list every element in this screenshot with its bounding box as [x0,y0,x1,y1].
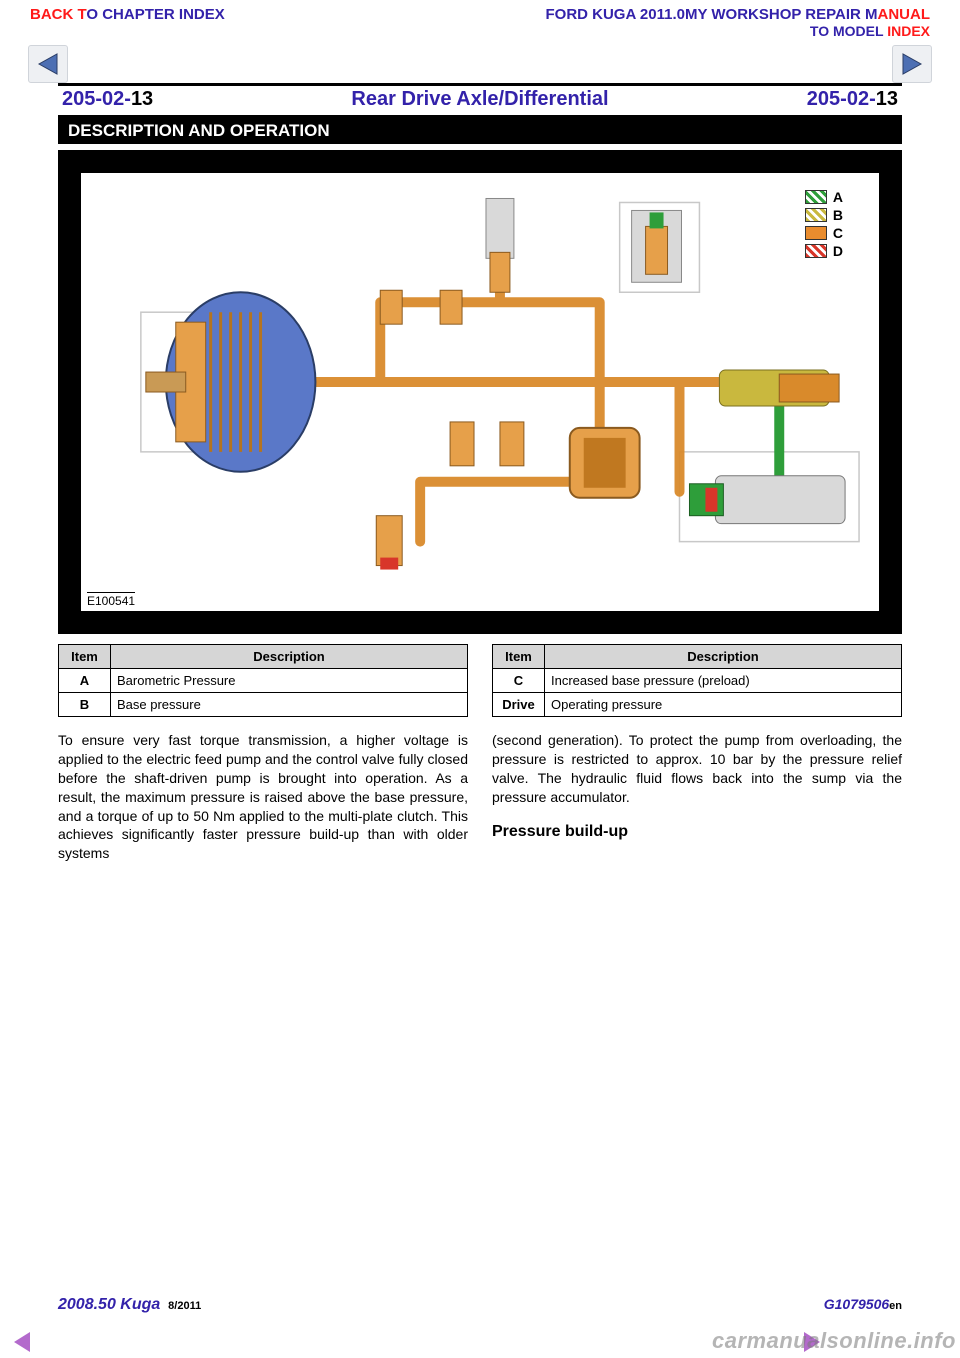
two-column-area: Item Description A Barometric Pressure B… [58,644,902,863]
manual-title-link[interactable]: FORD KUGA 2011.0MY WORKSHOP REPAIR MANUA… [545,6,930,23]
legend-row-c: C [805,225,843,241]
legend-swatch-b [805,208,827,222]
legend-table-right: Item Description C Increased base pressu… [492,644,902,717]
table-header-desc: Description [111,645,468,669]
legend-label-a: A [833,189,843,205]
footer-docid: G1079506en [824,1296,902,1314]
figure-legend: A B C D [805,189,843,261]
legend-swatch-c [805,226,827,240]
legend-label-d: D [833,243,843,259]
page-number-right: 205-02-13 [807,88,898,111]
legend-row-b: B [805,207,843,223]
top-right-links: FORD KUGA 2011.0MY WORKSHOP REPAIR MANUA… [545,6,930,39]
legend-row-d: D [805,243,843,259]
table-row: C Increased base pressure (preload) [493,669,902,693]
table-header-item: Item [493,645,545,669]
back-to-chapter-link[interactable]: BACK TO CHAPTER INDEX [30,6,225,39]
legend-table-left: Item Description A Barometric Pressure B… [58,644,468,717]
table-header-desc: Description [545,645,902,669]
figure-id: E100541 [87,592,135,608]
page-title: Rear Drive Axle/Differential [351,88,608,111]
table-row: A Barometric Pressure [59,669,468,693]
legend-label-c: C [833,225,843,241]
left-column: Item Description A Barometric Pressure B… [58,644,468,863]
table-row: B Base pressure [59,693,468,717]
section-heading: DESCRIPTION AND OPERATION [58,118,902,144]
model-index-link[interactable]: TO MODEL INDEX [545,23,930,39]
page-footer: 2008.50 Kuga 8/2011 G1079506en [58,1296,902,1314]
figure-canvas: A B C D E100541 [80,172,880,612]
prev-page-button[interactable] [28,45,68,83]
legend-swatch-a [805,190,827,204]
footer-model: 2008.50 Kuga 8/2011 [58,1296,201,1314]
legend-row-a: A [805,189,843,205]
page-header-frame: 205-02-13 Rear Drive Axle/Differential 2… [58,83,902,118]
next-page-button[interactable] [892,45,932,83]
nav-arrows-top [0,41,960,83]
right-column: Item Description C Increased base pressu… [492,644,902,863]
top-link-bar: BACK TO CHAPTER INDEX FORD KUGA 2011.0MY… [0,0,960,41]
body-paragraph-right: (second generation). To protect the pump… [492,731,902,807]
table-header-item: Item [59,645,111,669]
bottom-page-arrows [14,1332,820,1352]
watermark-text: carmanualsonline.info [712,1328,956,1354]
body-paragraph-left: To ensure very fast torque transmission,… [58,731,468,863]
hydraulic-schematic-svg [81,173,879,611]
legend-swatch-d [805,244,827,258]
figure-frame: A B C D E100541 [58,150,902,634]
legend-label-b: B [833,207,843,223]
table-row: Drive Operating pressure [493,693,902,717]
page-number-left: 205-02-13 [62,88,153,111]
prev-page-triangle[interactable] [14,1332,30,1352]
subheading-pressure-buildup: Pressure build-up [492,823,902,841]
